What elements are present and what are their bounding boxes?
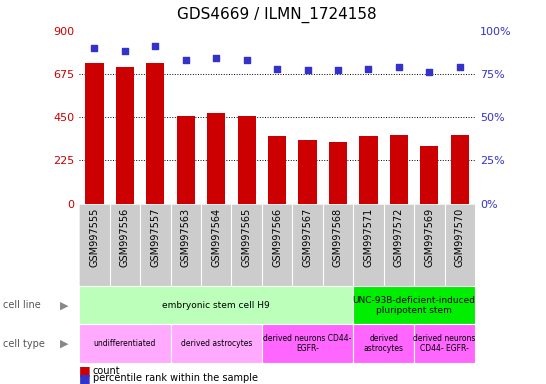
Point (151, 43, 159, 50)
Text: UNC-93B-deficient-induced
pluripotent stem: UNC-93B-deficient-induced pluripotent st… (353, 296, 476, 315)
Bar (79, 286, 353, 324)
Text: ■: ■ (79, 364, 91, 377)
Text: GSM997572: GSM997572 (394, 208, 404, 267)
Text: derived neurons
CD44- EGFR-: derived neurons CD44- EGFR- (413, 334, 476, 353)
Bar (420, 146, 438, 204)
Bar (85, 63, 104, 204)
Point (395, 64, 403, 70)
Bar (268, 136, 286, 204)
Text: GSM997567: GSM997567 (302, 208, 312, 267)
Text: derived neurons CD44-
EGFR-: derived neurons CD44- EGFR- (263, 334, 352, 353)
Text: ▶: ▶ (60, 339, 68, 349)
Point (90, 45, 99, 51)
Text: derived astrocytes: derived astrocytes (181, 339, 252, 348)
Text: GDS4669 / ILMN_1724158: GDS4669 / ILMN_1724158 (177, 7, 377, 23)
Text: cell type: cell type (3, 339, 45, 349)
Point (364, 66, 373, 72)
Text: count: count (93, 366, 121, 376)
Bar (299, 140, 317, 204)
Bar (353, 324, 414, 363)
Text: ■: ■ (79, 372, 91, 384)
Text: GSM997569: GSM997569 (424, 208, 435, 267)
Bar (414, 324, 475, 363)
Bar (176, 116, 195, 204)
Point (334, 68, 342, 74)
Point (121, 48, 129, 55)
Point (273, 66, 282, 72)
Text: GSM997557: GSM997557 (150, 208, 161, 267)
Text: GSM997565: GSM997565 (242, 208, 252, 267)
Point (242, 57, 251, 63)
Bar (146, 63, 164, 204)
Text: GSM997566: GSM997566 (272, 208, 282, 267)
Bar (450, 136, 469, 204)
Text: GSM997564: GSM997564 (211, 208, 221, 267)
Bar (390, 136, 408, 204)
Text: derived
astrocytes: derived astrocytes (364, 334, 403, 353)
Text: GSM997570: GSM997570 (455, 208, 465, 267)
Text: percentile rank within the sample: percentile rank within the sample (93, 373, 258, 383)
Bar (170, 324, 262, 363)
Bar (79, 324, 170, 363)
Bar (353, 286, 475, 324)
Text: GSM997568: GSM997568 (333, 208, 343, 267)
Text: ▶: ▶ (60, 300, 68, 310)
Point (303, 68, 312, 74)
Bar (116, 67, 134, 204)
Point (455, 64, 464, 70)
Text: GSM997571: GSM997571 (364, 208, 373, 267)
Text: undifferentiated: undifferentiated (94, 339, 156, 348)
Bar (262, 324, 353, 363)
Point (425, 69, 434, 75)
Text: GSM997555: GSM997555 (90, 208, 99, 267)
Text: GSM997556: GSM997556 (120, 208, 130, 267)
Text: cell line: cell line (3, 300, 40, 310)
Point (212, 55, 221, 61)
Bar (329, 142, 347, 204)
Text: GSM997563: GSM997563 (181, 208, 191, 267)
Text: embryonic stem cell H9: embryonic stem cell H9 (162, 301, 270, 310)
Bar (238, 116, 256, 204)
Point (181, 57, 190, 63)
Bar (207, 113, 225, 204)
Bar (359, 136, 378, 204)
